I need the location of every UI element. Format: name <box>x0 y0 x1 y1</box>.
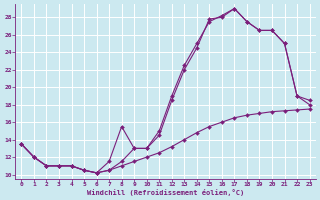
X-axis label: Windchill (Refroidissement éolien,°C): Windchill (Refroidissement éolien,°C) <box>87 189 244 196</box>
